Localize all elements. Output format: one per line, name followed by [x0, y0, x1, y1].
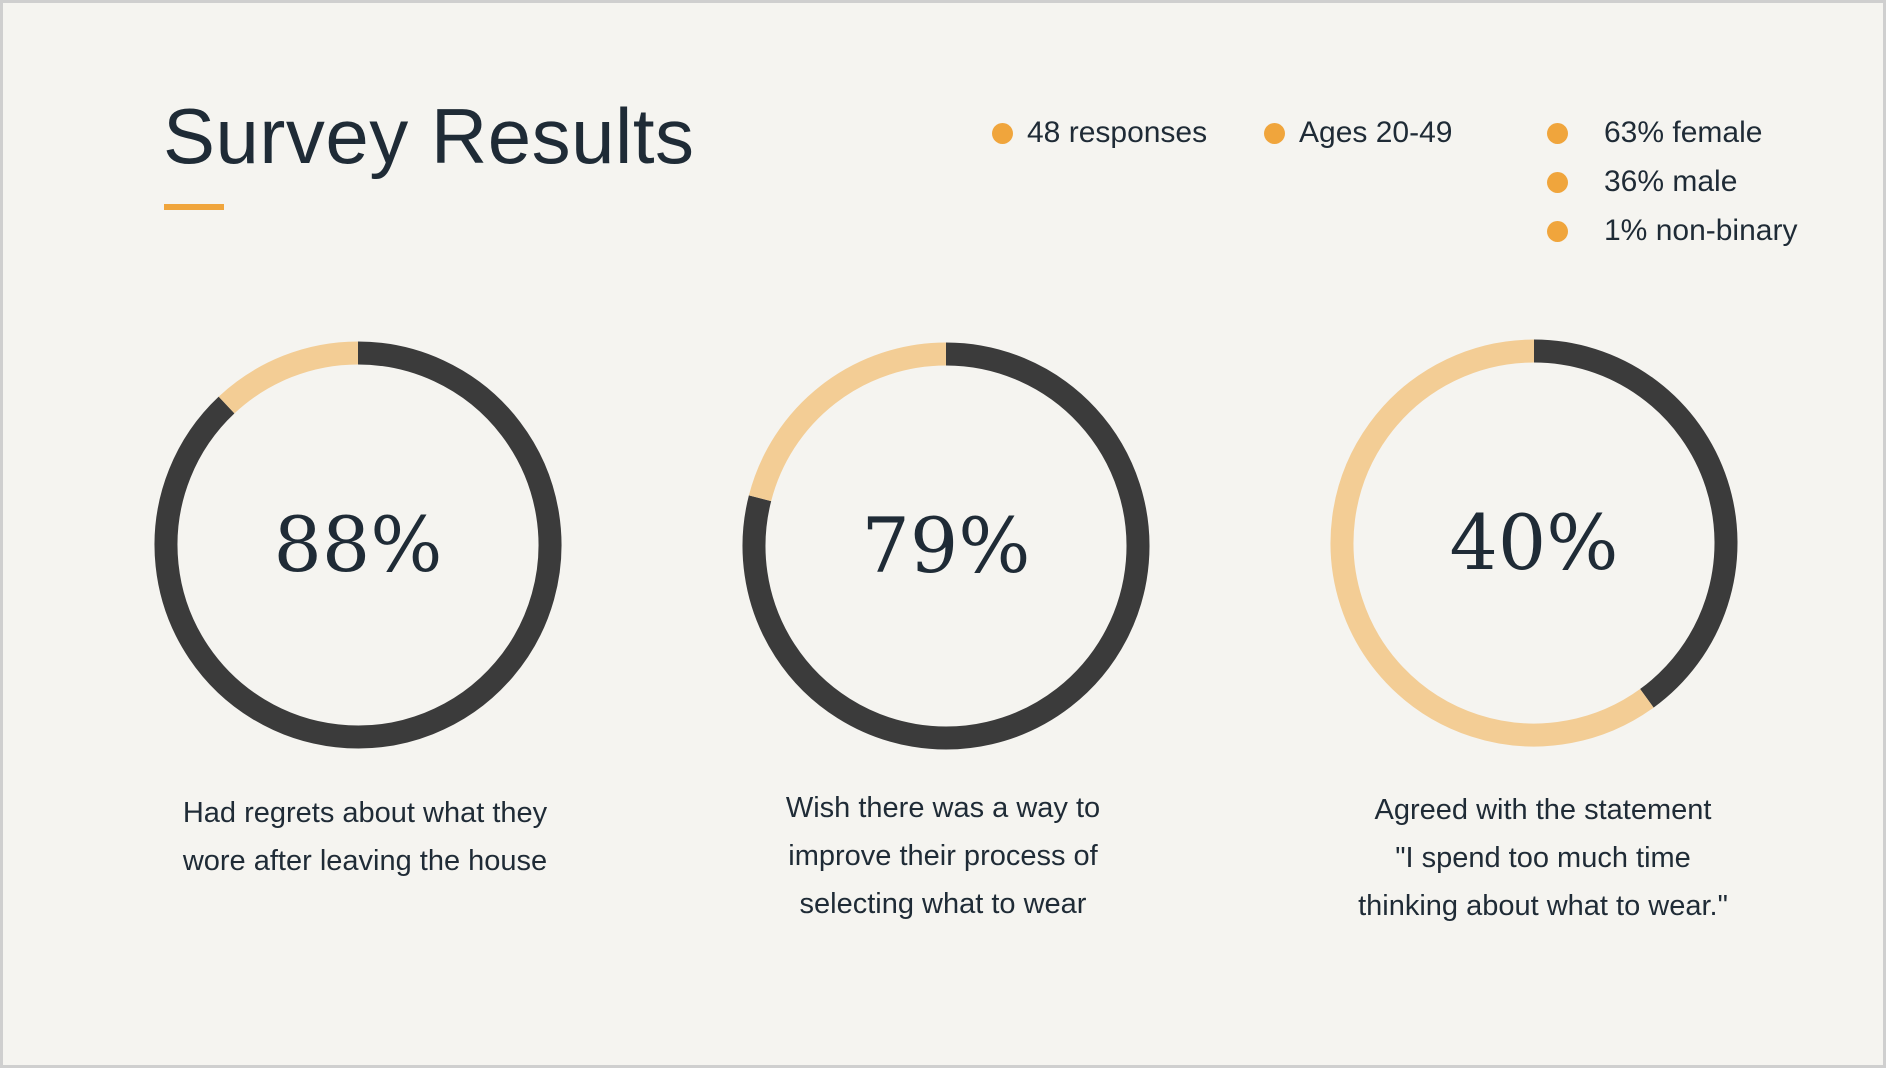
bullet-dot-icon: [1547, 122, 1568, 144]
stat-male: 36% male: [1547, 165, 1737, 199]
donut-svg: 88%: [154, 341, 562, 749]
stat-label: 1% non-binary: [1604, 214, 1798, 247]
donut-chart-improve: 79%: [741, 341, 1151, 751]
stat-female: 63% female: [1547, 116, 1762, 150]
bullet-dot-icon: [992, 122, 1013, 144]
caption-line: selecting what to wear: [799, 888, 1087, 920]
stat-label: 48 responses: [1027, 116, 1208, 149]
donut-slice-remainder: [748, 342, 947, 502]
donut-slice-remainder: [1330, 339, 1654, 747]
donut-percent-label: 79%: [862, 501, 1031, 590]
caption-line: wore after leaving the house: [182, 845, 548, 877]
donut-slice-remainder: [218, 341, 359, 414]
donut-chart-regrets: 88%: [153, 340, 563, 750]
donut-slice-value: [154, 341, 562, 749]
stat-label: 36% male: [1604, 165, 1738, 198]
caption-line: improve their process of: [788, 840, 1098, 872]
donut-slice-value: [742, 342, 1150, 750]
stat-ages: Ages 20-49: [1264, 116, 1452, 150]
donut-chart-time: 40%: [1329, 338, 1739, 748]
donut-slice-value: [1533, 339, 1738, 708]
caption-line: "I spend too much time: [1395, 842, 1691, 874]
caption-time: Agreed with the statement "I spend too mu…: [1313, 786, 1773, 930]
stat-responses: 48 responses: [992, 116, 1207, 150]
stat-nonbinary: 1% non-binary: [1547, 214, 1797, 248]
bullet-dot-icon: [1547, 171, 1568, 193]
caption-line: Agreed with the statement: [1374, 794, 1712, 826]
bullet-dot-icon: [1264, 122, 1285, 144]
stat-label: Ages 20-49: [1299, 116, 1453, 149]
page-title: Survey Results: [163, 92, 695, 180]
donut-percent-label: 88%: [274, 500, 443, 589]
caption-line: Wish there was a way to: [785, 792, 1101, 824]
caption-regrets: Had regrets about what they wore after le…: [145, 789, 585, 885]
donut-percent-label: 40%: [1450, 498, 1619, 587]
bullet-dot-icon: [1547, 220, 1568, 242]
title-underline: [164, 204, 224, 210]
caption-line: thinking about what to wear.": [1358, 890, 1728, 922]
caption-line: Had regrets about what they: [182, 797, 548, 829]
caption-improve: Wish there was a way to improve their pro…: [723, 784, 1163, 928]
donut-svg: 79%: [742, 342, 1150, 750]
donut-svg: 40%: [1330, 339, 1738, 747]
stat-label: 63% female: [1604, 116, 1763, 149]
